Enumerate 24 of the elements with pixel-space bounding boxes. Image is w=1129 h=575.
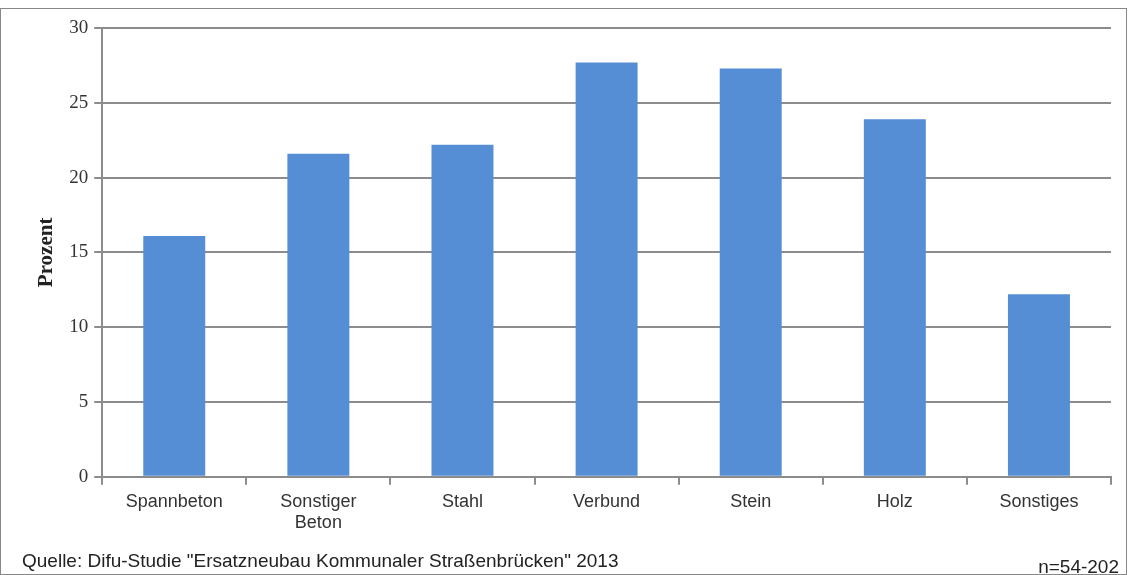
bar xyxy=(431,144,494,476)
bar xyxy=(575,62,638,476)
y-tick-label: 30 xyxy=(69,15,89,37)
text: n=54-202 xyxy=(1038,556,1119,575)
bar xyxy=(287,153,350,476)
y-tick-label: 15 xyxy=(69,240,89,262)
x-tick-label: Stahl xyxy=(441,490,483,511)
x-tick-label: Holz xyxy=(876,490,913,511)
x-tick-label: Sonstiges xyxy=(999,490,1079,511)
bar xyxy=(143,235,206,476)
y-tick-label: 5 xyxy=(78,389,89,411)
bar xyxy=(719,68,782,476)
bar xyxy=(863,119,926,476)
y-axis-title: Prozent xyxy=(33,217,58,288)
x-tick-label: Verbund xyxy=(573,490,641,511)
y-tick-label: 25 xyxy=(69,90,89,112)
x-tick-label: Stein xyxy=(730,490,772,511)
x-tick-label: Spannbeton xyxy=(125,490,223,511)
y-tick-label: 10 xyxy=(69,315,89,337)
source-note: Quelle: Difu-Studie "Ersatzneubau Kommunaler Straßenbrücken" 2013 xyxy=(22,550,619,572)
y-tick-label: 0 xyxy=(78,464,89,486)
x-tick-label: Sonstiger Beton xyxy=(280,490,357,533)
bar xyxy=(1007,294,1070,476)
y-tick-label: 20 xyxy=(69,165,89,187)
